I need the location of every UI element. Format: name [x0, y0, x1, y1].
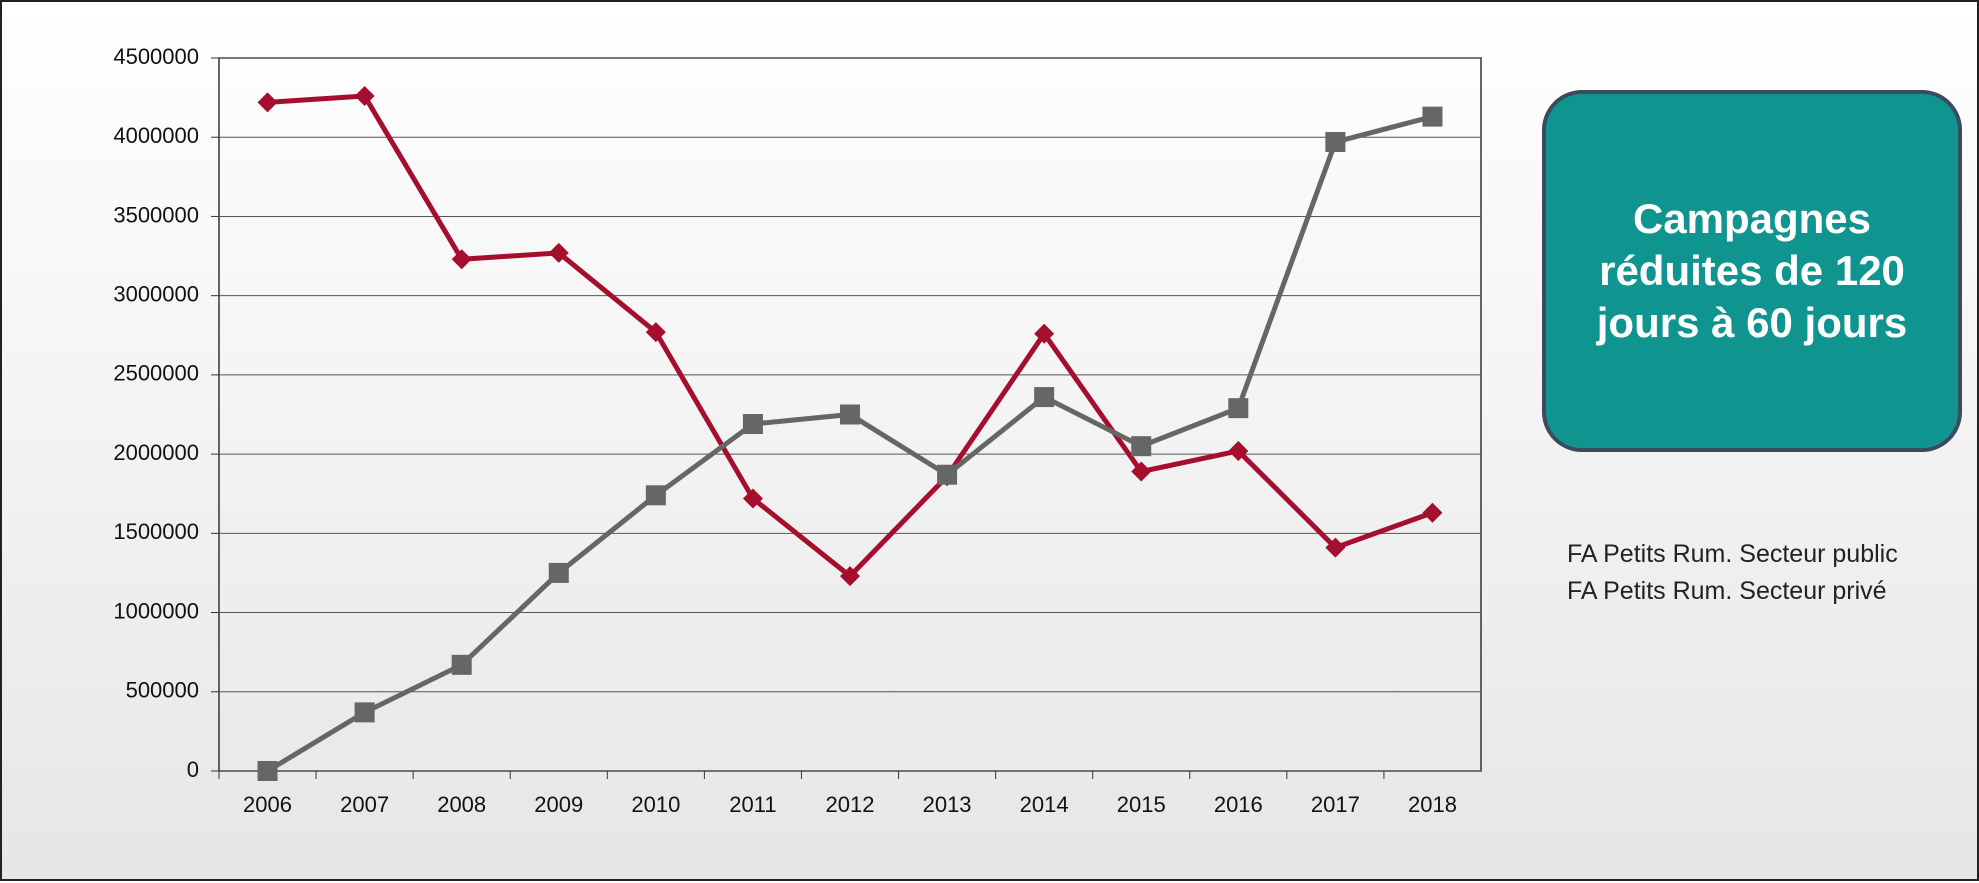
y-tick-label: 2500000: [113, 361, 199, 386]
marker: [452, 655, 472, 675]
x-tick-label: 2018: [1408, 792, 1457, 817]
y-tick-label: 4000000: [113, 123, 199, 148]
x-tick-label: 2016: [1214, 792, 1263, 817]
y-tick-label: 1000000: [113, 598, 199, 623]
marker: [1325, 132, 1345, 152]
annotation-box: Campagnes réduites de 120 jours à 60 jou…: [1542, 90, 1962, 452]
marker: [549, 563, 569, 583]
x-tick-label: 2009: [534, 792, 583, 817]
marker: [743, 414, 763, 434]
x-tick-label: 2007: [340, 792, 389, 817]
marker: [646, 485, 666, 505]
y-tick-label: 0: [187, 757, 199, 782]
x-tick-label: 2017: [1311, 792, 1360, 817]
marker: [1034, 387, 1054, 407]
legend-entry: FA Petits Rum. Secteur public: [1567, 540, 1898, 569]
y-tick-label: 2000000: [113, 440, 199, 465]
x-tick-label: 2012: [826, 792, 875, 817]
x-tick-label: 2010: [631, 792, 680, 817]
x-tick-label: 2014: [1020, 792, 1069, 817]
marker: [937, 465, 957, 485]
y-tick-label: 3000000: [113, 281, 199, 306]
y-tick-label: 1500000: [113, 519, 199, 544]
marker: [258, 92, 278, 112]
y-tick-label: 4500000: [113, 44, 199, 69]
series-line: [268, 117, 1433, 771]
x-tick-label: 2011: [729, 792, 776, 817]
marker: [1228, 398, 1248, 418]
y-tick-label: 3500000: [113, 202, 199, 227]
marker: [258, 761, 278, 781]
series-line: [268, 96, 1433, 576]
marker: [1131, 436, 1151, 456]
legend-entry: FA Petits Rum. Secteur privé: [1567, 577, 1887, 606]
x-tick-label: 2006: [243, 792, 292, 817]
marker: [1422, 503, 1442, 523]
slide: 0 500000 1000000 1500000 2000000 2500000 30000…: [0, 0, 1979, 881]
x-tick-label: 2013: [923, 792, 972, 817]
y-tick-label: 500000: [126, 678, 199, 703]
marker: [840, 405, 860, 425]
x-tick-label: 2015: [1117, 792, 1166, 817]
marker: [1422, 107, 1442, 127]
x-tick-label: 2008: [437, 792, 486, 817]
marker: [355, 702, 375, 722]
